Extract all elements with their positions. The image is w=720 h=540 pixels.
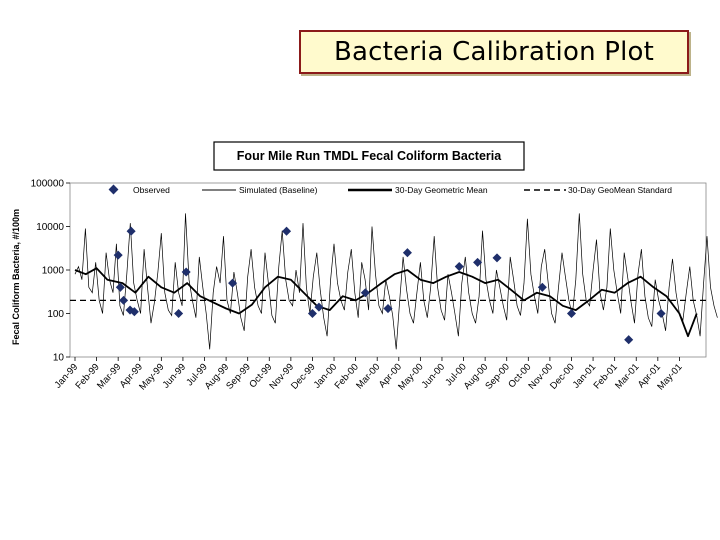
plot-border — [69, 182, 707, 358]
legend-simulated-label: Simulated (Baseline) — [239, 185, 318, 195]
x-tick-label: Mar-00 — [354, 362, 382, 392]
legend-item-simulated: Simulated (Baseline) — [202, 185, 318, 195]
observed-point — [126, 226, 136, 236]
y-axis: 100000 10000 1000 100 10 — [31, 179, 70, 364]
y-tick-label: 10 — [53, 353, 65, 364]
observed-point — [307, 308, 317, 319]
legend-geomean-label: 30-Day Geometric Mean — [395, 185, 488, 195]
y-tick-label: 100000 — [31, 179, 65, 190]
observed-point — [314, 302, 324, 312]
y-tick-label: 100 — [47, 309, 64, 320]
y-tick-label: 1000 — [42, 266, 65, 277]
legend-observed-marker — [108, 184, 119, 195]
y-axis-label: Fecal Coliform Bacteria, #/100m — [11, 209, 21, 345]
observed-point — [113, 250, 123, 260]
observed-point — [119, 295, 129, 305]
x-tick-label: Sep-00 — [483, 362, 512, 392]
chart-title: Four Mile Run TMDL Fecal Coliform Bacter… — [237, 149, 502, 163]
legend-item-standard: 30-Day GeoMean Standard — [524, 185, 672, 195]
y-tick-label: 10000 — [36, 222, 64, 233]
geomean-line — [74, 267, 698, 338]
observed-point — [383, 304, 393, 314]
x-tick-label: Sep-99 — [224, 362, 253, 392]
plot-frame — [69, 182, 707, 358]
simulated-baseline-line — [74, 213, 718, 350]
x-tick-label: Dec-00 — [548, 362, 577, 392]
x-tick-label: Jun-99 — [161, 362, 189, 391]
legend-item-geomean: 30-Day Geometric Mean — [348, 185, 488, 195]
legend-standard-label: 30-Day GeoMean Standard — [568, 185, 672, 195]
legend-observed-label: Observed — [133, 185, 170, 195]
observed-point — [656, 308, 666, 319]
x-tick-label: Jun-00 — [420, 362, 448, 391]
slide-title: Bacteria Calibration Plot — [333, 37, 655, 67]
x-tick-label: Mar-01 — [613, 362, 641, 392]
x-tick-label: Dec-99 — [289, 362, 318, 392]
legend: Observed Simulated (Baseline) 30-Day Geo… — [108, 184, 672, 195]
slide-title-box: Bacteria Calibration Plot — [299, 30, 689, 74]
observed-point — [473, 257, 483, 267]
chart-title-group: Four Mile Run TMDL Fecal Coliform Bacter… — [213, 141, 525, 171]
observed-point — [402, 248, 412, 258]
x-tick-label: Mar-99 — [95, 362, 123, 392]
chart-title-box — [213, 141, 525, 171]
legend-item-observed: Observed — [108, 184, 170, 195]
x-axis: Jan-99Feb-99Mar-99Apr-99May-99Jun-99Jul-… — [53, 357, 685, 393]
chart-area: Four Mile Run TMDL Fecal Coliform Bacter… — [11, 141, 718, 393]
